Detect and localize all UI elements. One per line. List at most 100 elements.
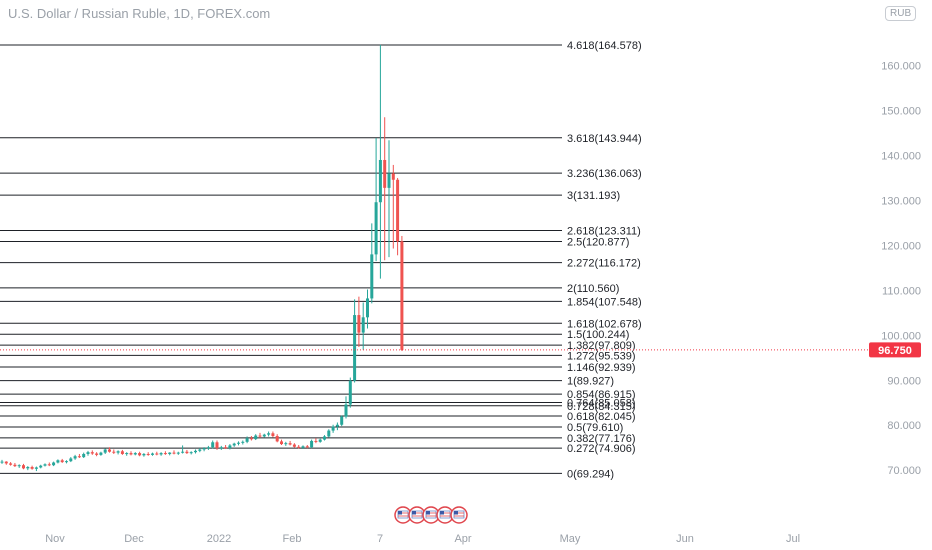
candle-body [206, 447, 210, 449]
candle-body [22, 465, 25, 469]
candle-body [181, 451, 185, 453]
candle-body [125, 453, 129, 455]
fib-level-label: 0.764(85.058) [567, 397, 636, 409]
candle-body [185, 451, 189, 454]
x-tick-label: Jun [676, 533, 694, 545]
candle-body [60, 460, 64, 463]
candle-body [262, 434, 266, 437]
candle-body [168, 452, 172, 454]
candle-body [219, 447, 223, 449]
candle-body [327, 430, 331, 437]
x-tick-label: 2022 [207, 533, 231, 545]
candle-body [288, 443, 292, 445]
candle-body [310, 440, 314, 448]
fib-level-label: 2.5(120.877) [567, 236, 629, 248]
candle-body [254, 435, 258, 440]
candle-body [47, 464, 51, 466]
candle-body [335, 424, 339, 427]
candle-body [271, 433, 275, 436]
y-axis[interactable]: 70.000 80.000 90.000 100.000 110.000 120.000 1… [881, 61, 921, 478]
candle-body [65, 461, 68, 463]
fib-level-label: 0.382(77.176) [567, 433, 636, 445]
candle-body [39, 465, 43, 468]
candle-body [314, 440, 318, 442]
candle-body [155, 453, 159, 455]
candle-body [267, 433, 271, 435]
candle-body [103, 449, 107, 453]
y-tick-label: 130.000 [881, 195, 921, 207]
candle-body [318, 439, 322, 442]
candle-body [344, 404, 348, 417]
candle-body [176, 452, 180, 454]
candle-body [133, 453, 137, 455]
fib-level-label: 1(89.927) [567, 376, 614, 388]
candle-body [232, 443, 236, 446]
candle-body [396, 179, 400, 242]
candle-body [202, 448, 206, 450]
candle-body [90, 452, 94, 454]
event-markers[interactable] [394, 506, 468, 524]
candle-body [383, 159, 387, 188]
candle-body [305, 446, 309, 448]
candle-body [340, 416, 344, 425]
candle-body [237, 442, 240, 444]
fib-level-label: 3(131.193) [567, 190, 620, 202]
candle-body [0, 461, 4, 463]
chart-title: U.S. Dollar / Russian Ruble, 1D, FOREX.c… [8, 6, 271, 21]
fib-level-label: 1.618(102.678) [567, 318, 642, 330]
candle-body [198, 449, 202, 451]
candle-body [366, 298, 369, 318]
candle-body [348, 380, 352, 405]
fib-level-label: 0.854(86.915) [567, 389, 636, 401]
fib-level-label: 3.618(143.944) [567, 133, 642, 145]
candle-body [30, 467, 34, 469]
candle-body [26, 467, 30, 469]
currency-badge[interactable]: RUB [885, 6, 917, 21]
event-flag-icon[interactable] [422, 506, 440, 524]
y-tick-label: 100.000 [881, 330, 921, 342]
candle-body [370, 254, 374, 299]
candle-body [142, 453, 146, 456]
y-tick-label: 70.000 [887, 465, 921, 477]
x-tick-label: Jul [786, 533, 800, 545]
x-tick-label: Feb [283, 533, 302, 545]
candle-body [189, 452, 193, 454]
candle-body [275, 435, 279, 442]
candle-body [353, 315, 357, 381]
candle-body [245, 438, 249, 442]
candle-body [52, 462, 56, 466]
y-tick-label: 80.000 [887, 420, 921, 432]
candle-body [357, 315, 361, 333]
candle-body [120, 451, 124, 454]
fib-level-label: 4.618(164.578) [567, 40, 642, 52]
candle-body [112, 451, 116, 453]
candle-body [374, 202, 378, 255]
fibonacci-extension[interactable]: 4.618(164.578) 3.618(143.944) 3.236(136.06… [0, 40, 642, 480]
candlestick-series [0, 44, 404, 472]
event-flag-icon[interactable] [450, 506, 468, 524]
candle-body [215, 442, 219, 449]
fib-level-label: 0.618(82.045) [567, 411, 636, 423]
candle-body [211, 442, 215, 448]
candle-body [9, 463, 13, 465]
x-tick-label: 7 [377, 533, 383, 545]
svg-text:96.750: 96.750 [878, 345, 912, 357]
candle-body [82, 453, 86, 458]
y-tick-label: 140.000 [881, 150, 921, 162]
candle-body [284, 443, 288, 445]
candle-body [280, 441, 283, 445]
candle-body [17, 465, 21, 467]
y-tick-label: 110.000 [882, 285, 921, 297]
candle-body [387, 173, 391, 188]
x-tick-label: Apr [454, 533, 471, 545]
fib-level-label: 2.272(116.172) [567, 258, 641, 270]
fib-level-label: 1.5(100.244) [567, 329, 629, 341]
event-flag-icon[interactable] [394, 506, 412, 524]
candle-body [73, 456, 77, 459]
candle-body [194, 450, 197, 453]
fib-level-label: 0.5(79.610) [567, 422, 623, 434]
candle-body [86, 452, 90, 454]
x-axis[interactable]: Nov Dec 2022 Feb 7 Apr May Jun Jul [45, 533, 800, 545]
candle-body [323, 436, 326, 440]
